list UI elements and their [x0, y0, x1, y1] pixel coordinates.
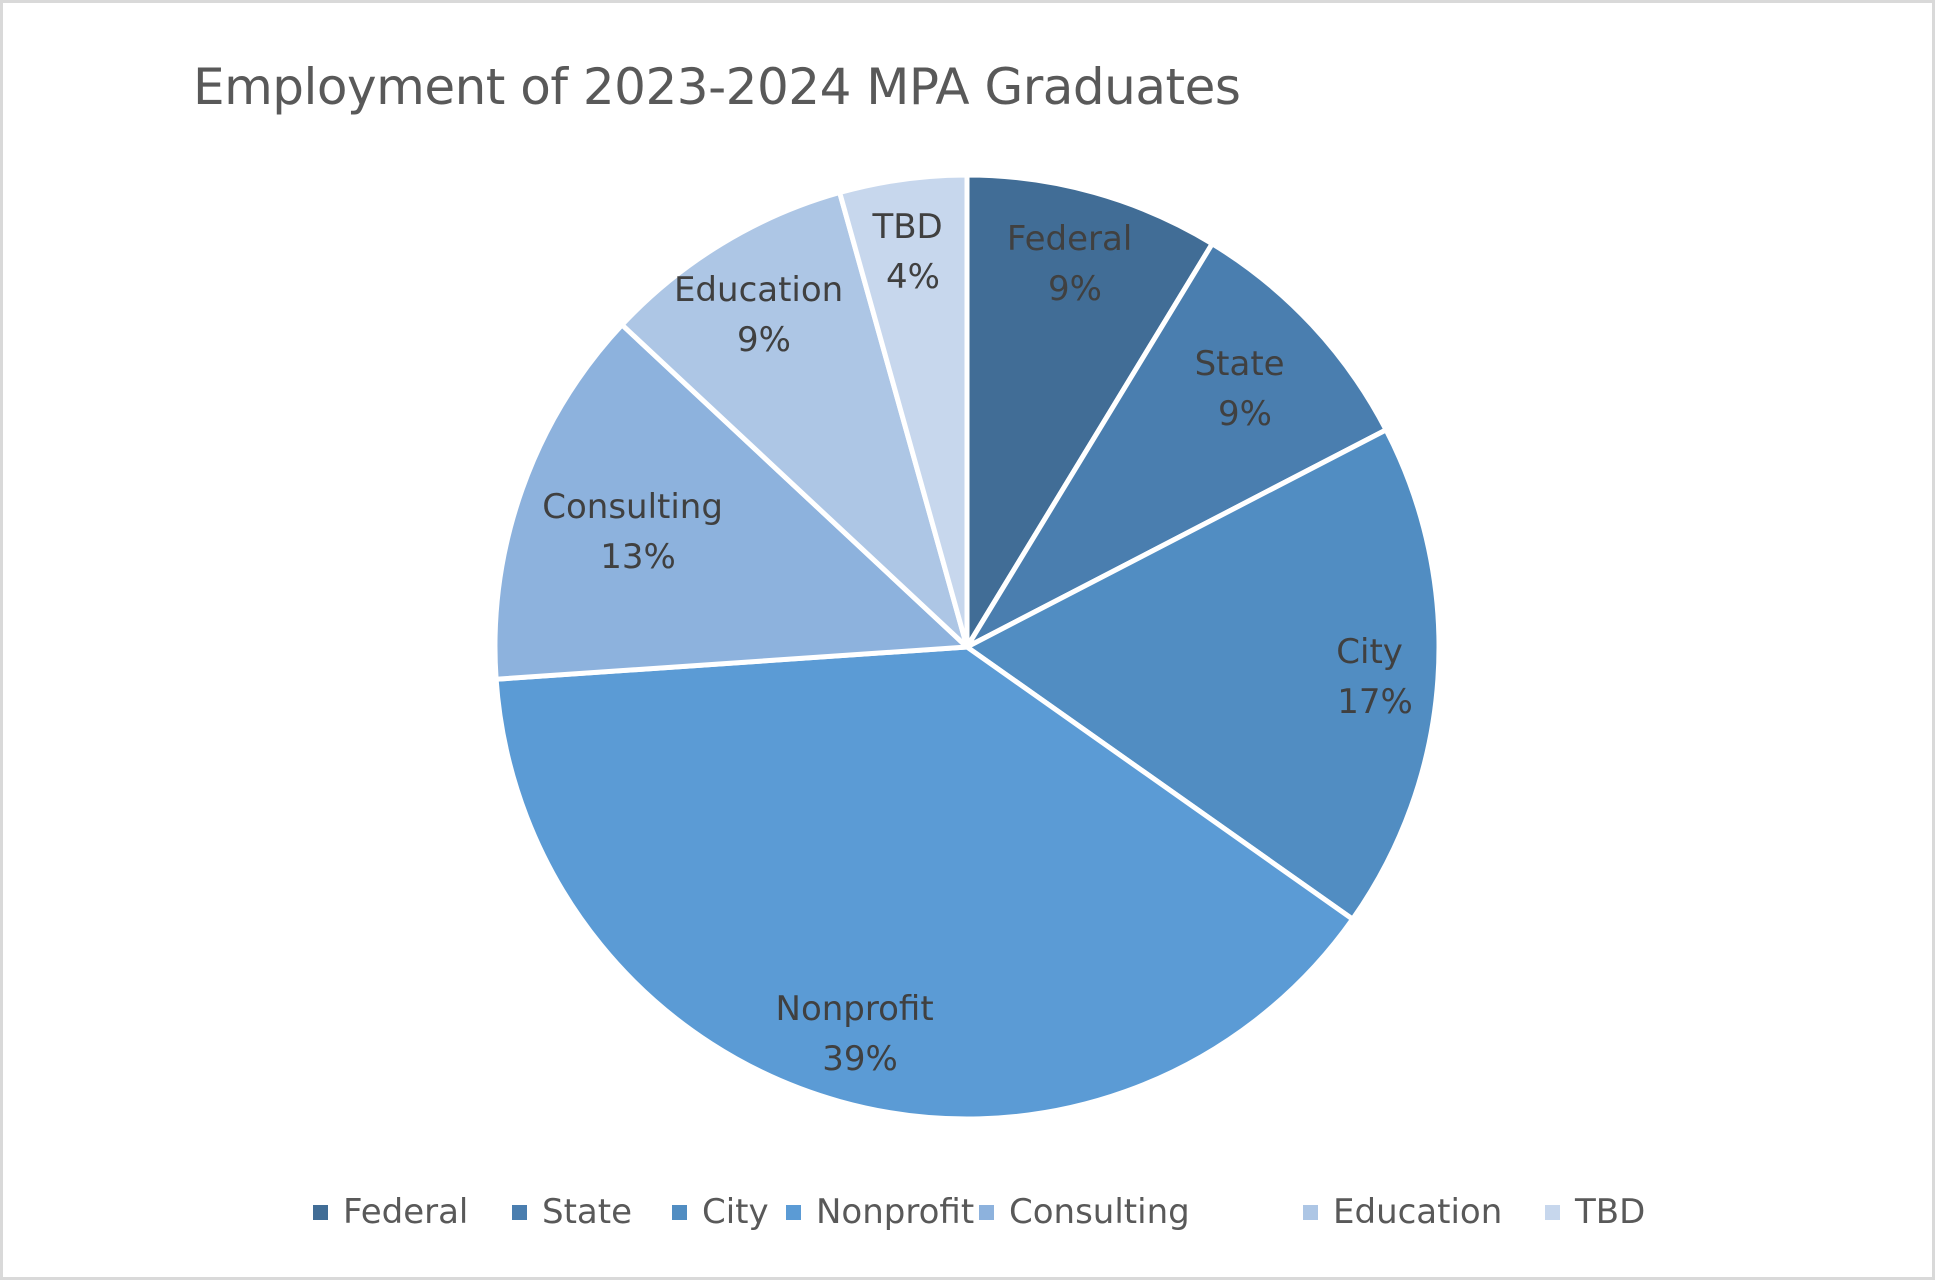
legend-item-federal[interactable]: Federal — [313, 1189, 468, 1235]
chart-legend: Federal State City Nonprofit Consulting … — [0, 1189, 1935, 1235]
pie-slice-city[interactable] — [964, 427, 1442, 922]
data-label-consulting: Consulting 13% — [542, 487, 734, 577]
legend-swatch-nonprofit — [786, 1204, 801, 1220]
data-label-tbd: TBD 4% — [871, 207, 953, 297]
legend-item-nonprofit[interactable]: Nonprofit — [786, 1189, 974, 1235]
pie-slice-state[interactable] — [964, 241, 1389, 650]
legend-label: Nonprofit — [816, 1192, 975, 1232]
legend-swatch-city — [672, 1204, 687, 1220]
legend-item-tbd[interactable]: TBD — [1545, 1189, 1645, 1235]
chart-title: Employment of 2023-2024 MPA Graduates — [193, 58, 1241, 116]
legend-item-education[interactable]: Education — [1303, 1189, 1502, 1235]
legend-item-consulting[interactable]: Consulting — [979, 1189, 1190, 1235]
legend-item-state[interactable]: State — [512, 1189, 632, 1235]
data-label-education: Education 9% — [674, 270, 854, 360]
legend-label: City — [702, 1192, 769, 1232]
legend-label: Education — [1333, 1192, 1503, 1232]
data-label-nonprofit: Nonprofit 39% — [776, 989, 945, 1079]
data-label-federal: Federal 9% — [1007, 219, 1143, 309]
legend-swatch-tbd — [1545, 1204, 1560, 1220]
legend-swatch-federal — [313, 1204, 328, 1220]
pie-slice-tbd[interactable] — [837, 172, 970, 650]
pie-slices — [492, 172, 1442, 1122]
legend-swatch-consulting — [979, 1204, 994, 1220]
legend-label: TBD — [1575, 1192, 1646, 1232]
legend-label: Consulting — [1009, 1192, 1190, 1232]
pie-data-labels: Federal 9% State 9% City 17% Nonprofit 3… — [542, 207, 1413, 1079]
pie-slice-federal[interactable] — [964, 172, 1215, 650]
pie-slice-nonprofit[interactable] — [493, 644, 1356, 1122]
legend-item-city[interactable]: City — [672, 1189, 769, 1235]
legend-swatch-education — [1303, 1204, 1318, 1220]
pie-slice-education[interactable] — [619, 190, 970, 650]
legend-label: Federal — [343, 1192, 469, 1232]
data-label-state: State 9% — [1195, 344, 1296, 434]
data-label-city: City 17% — [1336, 632, 1413, 722]
legend-label: State — [542, 1192, 632, 1232]
legend-swatch-state — [512, 1204, 527, 1220]
pie-slice-consulting[interactable] — [492, 322, 970, 682]
